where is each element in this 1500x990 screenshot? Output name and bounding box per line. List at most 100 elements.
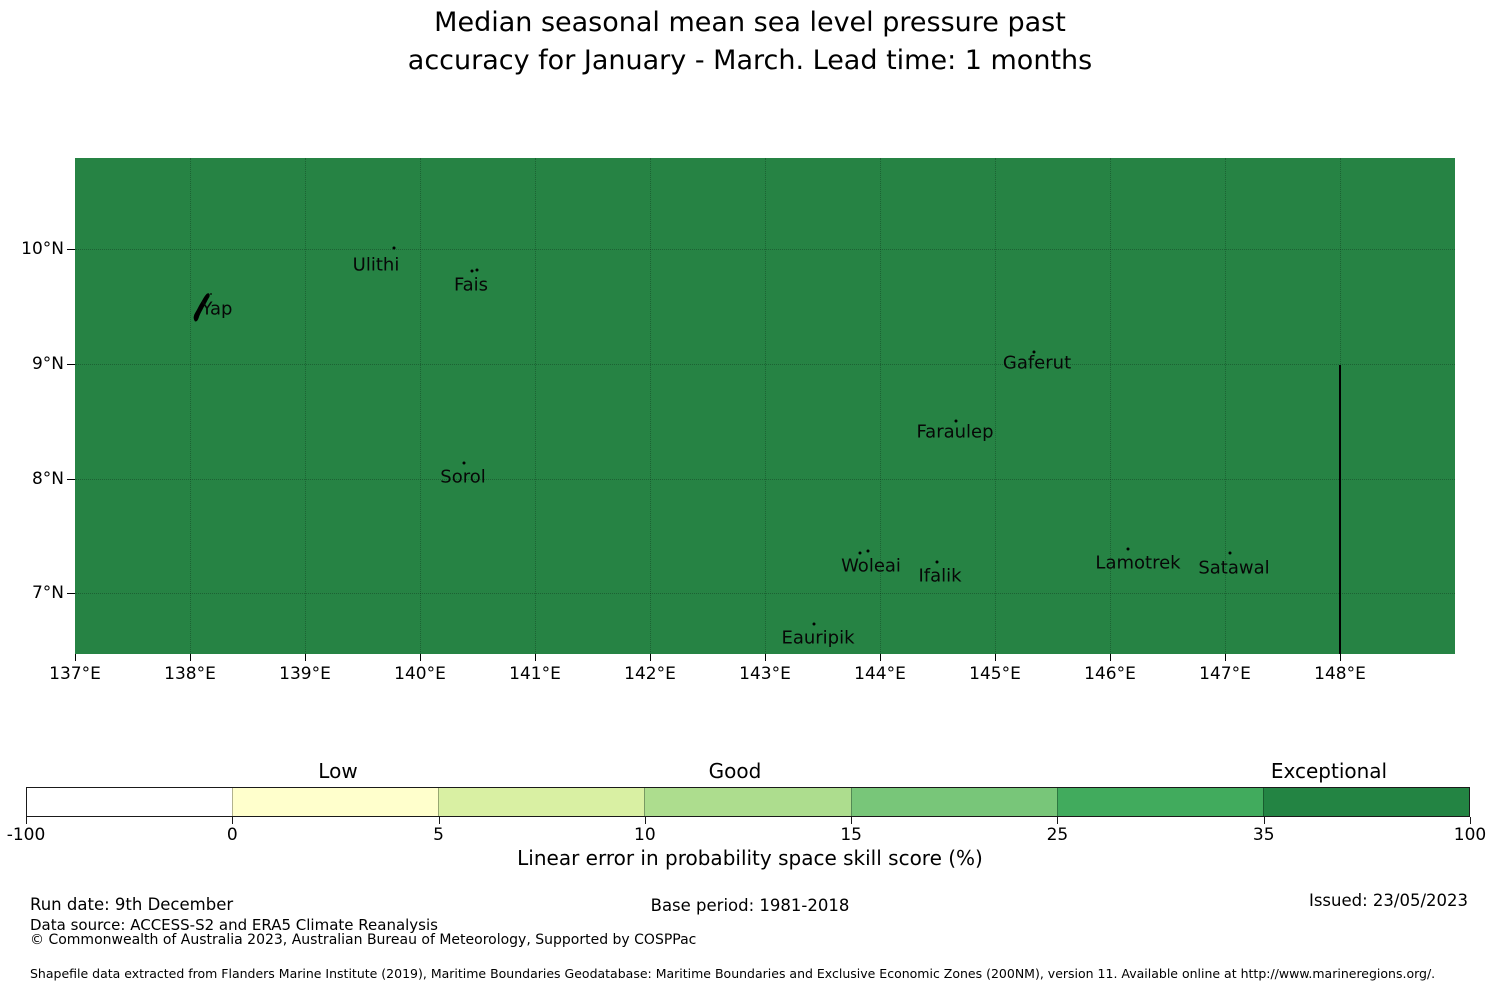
run-date-text: Run date: 9th December	[30, 895, 234, 914]
island-dot-ifalik	[935, 560, 939, 564]
colorbar-tick-mark	[644, 817, 646, 824]
colorbar-category-label-exceptional: Exceptional	[1270, 759, 1388, 783]
x-tick-mark	[1340, 654, 1341, 661]
island-dot-eauripik	[812, 622, 816, 626]
shapefile-note-text: Shapefile data extracted from Flanders M…	[30, 966, 1436, 981]
island-dot-lamotrek	[1126, 547, 1130, 551]
x-tick-label: 137°E	[49, 664, 101, 684]
island-label-sorol: Sorol	[440, 466, 486, 488]
lon-gridline	[1110, 158, 1111, 654]
x-tick-label: 148°E	[1314, 664, 1366, 684]
island-dot-woleai	[866, 549, 870, 553]
island-label-lamotrek: Lamotrek	[1095, 552, 1181, 574]
lon-gridline	[650, 158, 651, 654]
lat-gridline	[75, 479, 1455, 480]
colorbar-tick-mark	[1263, 817, 1265, 824]
colorbar-segment	[232, 788, 439, 816]
colorbar-tick-mark	[1057, 817, 1059, 824]
colorbar-category-label-good: Good	[708, 759, 762, 783]
y-tick-label: 7°N	[31, 583, 64, 603]
x-tick-mark	[1225, 654, 1226, 661]
lat-gridline	[75, 249, 1455, 250]
y-tick-mark	[67, 249, 75, 250]
lat-gridline	[75, 364, 1455, 365]
island-dot-satawal	[1228, 551, 1232, 555]
colorbar-segment	[644, 788, 851, 816]
colorbar-segment	[850, 788, 1057, 816]
colorbar-tick-label: 35	[1252, 825, 1275, 845]
colorbar-tick-mark	[232, 817, 234, 824]
lon-gridline	[420, 158, 421, 654]
x-tick-label: 138°E	[164, 664, 216, 684]
island-label-woleai: Woleai	[841, 555, 901, 577]
x-tick-mark	[1110, 654, 1111, 661]
x-tick-mark	[420, 654, 421, 661]
colorbar-segment	[438, 788, 645, 816]
colorbar-tick-label: -100	[6, 825, 46, 845]
colorbar-axis-label: Linear error in probability space skill …	[517, 846, 983, 870]
y-tick-mark	[67, 479, 75, 480]
x-tick-mark	[75, 654, 76, 661]
x-tick-label: 139°E	[279, 664, 331, 684]
x-tick-label: 143°E	[739, 664, 791, 684]
colorbar-tick-label: 5	[433, 825, 444, 845]
issued-date-text: Issued: 23/05/2023	[1308, 891, 1468, 910]
x-tick-label: 141°E	[509, 664, 561, 684]
yap-island-shape	[193, 293, 212, 322]
x-tick-label: 142°E	[624, 664, 676, 684]
island-label-gaferut: Gaferut	[1002, 352, 1072, 374]
colorbar-category-label-low: Low	[318, 759, 358, 783]
island-dot-gaferut	[1032, 350, 1036, 354]
base-period-text: Base period: 1981-2018	[650, 896, 850, 915]
x-tick-mark	[305, 654, 306, 661]
island-dot-fais	[470, 269, 474, 273]
lon-gridline	[190, 158, 191, 654]
colorbar-tick-label: 15	[840, 825, 862, 845]
x-tick-mark	[535, 654, 536, 661]
chart-title-line2: accuracy for January - March. Lead time:…	[407, 45, 1093, 76]
data-source-text: Data source: ACCESS-S2 and ERA5 Climate …	[30, 916, 438, 934]
island-label-fais: Fais	[453, 274, 489, 296]
colorbar-tick-mark	[438, 817, 440, 824]
colorbar-tick-mark	[26, 817, 27, 824]
island-label-eauripik: Eauripik	[781, 627, 855, 649]
colorbar-segment	[1262, 788, 1469, 816]
island-label-satawal: Satawal	[1198, 557, 1270, 579]
island-dot-faraulep	[954, 419, 958, 423]
x-tick-mark	[765, 654, 766, 661]
y-tick-mark	[67, 364, 75, 365]
chart-title-line1: Median seasonal mean sea level pressure …	[434, 7, 1066, 38]
y-tick-label: 10°N	[21, 239, 64, 259]
lon-gridline	[1225, 158, 1226, 654]
colorbar-segment	[27, 788, 233, 816]
island-dot-fais	[475, 268, 479, 272]
lon-gridline	[305, 158, 306, 654]
island-label-yap: Yap	[201, 298, 233, 320]
island-dot-ulithi	[392, 246, 396, 250]
colorbar-tick-mark	[1470, 817, 1471, 824]
island-label-ulithi: Ulithi	[352, 254, 400, 276]
x-tick-label: 144°E	[854, 664, 906, 684]
eez-boundary-line	[1339, 365, 1341, 654]
chart-title: Median seasonal mean sea level pressure …	[0, 4, 1500, 80]
colorbar-tick-label: 100	[1453, 825, 1487, 845]
y-tick-label: 9°N	[31, 354, 64, 374]
colorbar-tick-label: 0	[226, 825, 238, 845]
lon-gridline	[535, 158, 536, 654]
x-tick-mark	[995, 654, 996, 661]
colorbar-segment	[1056, 788, 1263, 816]
colorbar-tick-label: 10	[634, 825, 656, 845]
island-label-faraulep: Faraulep	[916, 421, 994, 443]
lon-gridline	[880, 158, 881, 654]
y-tick-mark	[67, 593, 75, 594]
x-tick-label: 145°E	[969, 664, 1021, 684]
colorbar	[26, 787, 1470, 817]
x-tick-label: 147°E	[1199, 664, 1251, 684]
lat-gridline	[75, 593, 1455, 594]
x-tick-mark	[190, 654, 191, 661]
lon-gridline	[995, 158, 996, 654]
x-tick-mark	[880, 654, 881, 661]
colorbar-tick-label: 25	[1046, 825, 1069, 845]
island-label-ifalik: Ifalik	[918, 565, 962, 587]
map-plot: Yap Ulithi Fais Sorol Gaferut Faraulep Woleai I…	[75, 158, 1455, 654]
